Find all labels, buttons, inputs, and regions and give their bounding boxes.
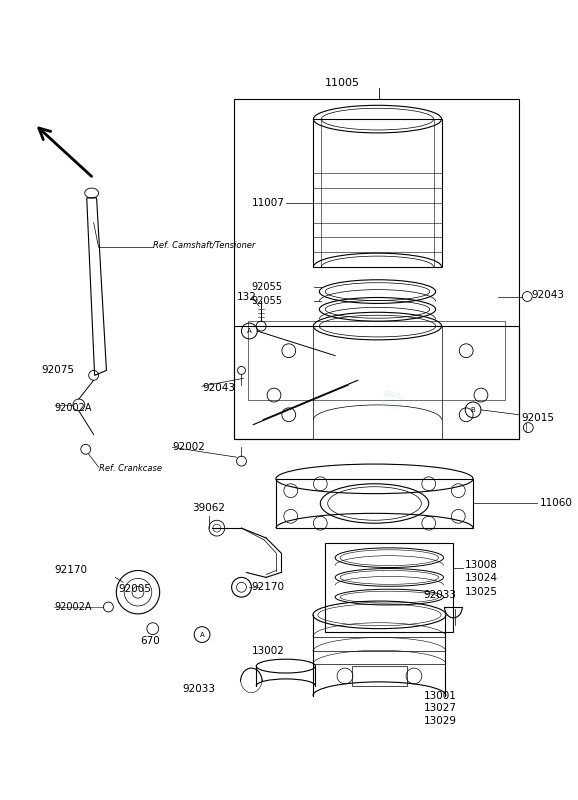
Text: 13008: 13008 [465, 559, 498, 570]
Text: 92055: 92055 [251, 297, 282, 306]
Text: A: A [199, 631, 205, 638]
Bar [234, 326, 520, 439]
Text: 92043: 92043 [531, 290, 564, 299]
Text: 92043: 92043 [202, 383, 235, 393]
Text: 92002A: 92002A [54, 403, 92, 413]
Text: 670: 670 [140, 637, 160, 646]
Text: B: B [470, 407, 476, 413]
Bar [325, 543, 453, 632]
Bar [249, 321, 505, 400]
Text: 11060: 11060 [540, 498, 573, 509]
Text: 92002: 92002 [172, 442, 205, 452]
Text: 13025: 13025 [465, 587, 498, 597]
Text: parts
fiche: parts fiche [379, 388, 405, 412]
Bar [234, 99, 520, 439]
Text: 92002A: 92002A [54, 602, 92, 612]
Text: 13027: 13027 [424, 703, 457, 714]
Text: 13002: 13002 [251, 646, 284, 656]
Bar [276, 479, 473, 528]
Text: 92055: 92055 [251, 282, 282, 292]
Text: 92170: 92170 [54, 565, 87, 574]
Text: A: A [247, 328, 252, 334]
Text: 13001: 13001 [424, 690, 457, 701]
Text: 11007: 11007 [251, 198, 284, 208]
Bar [352, 666, 407, 686]
Text: 39062: 39062 [192, 503, 225, 514]
Text: 92033: 92033 [182, 684, 216, 694]
Text: 92015: 92015 [521, 413, 554, 422]
Text: 13024: 13024 [465, 574, 498, 583]
Text: 92170: 92170 [251, 582, 284, 592]
Text: 13029: 13029 [424, 716, 457, 726]
Text: Ref. Camshaft/Tensioner: Ref. Camshaft/Tensioner [153, 241, 255, 250]
Text: 11005: 11005 [325, 78, 360, 88]
Text: 92075: 92075 [42, 366, 75, 375]
Text: 92033: 92033 [424, 590, 457, 600]
Text: Ref. Crankcase: Ref. Crankcase [99, 465, 162, 474]
Bar [313, 119, 442, 267]
Text: 92005: 92005 [118, 584, 151, 594]
Text: 132: 132 [236, 293, 257, 302]
